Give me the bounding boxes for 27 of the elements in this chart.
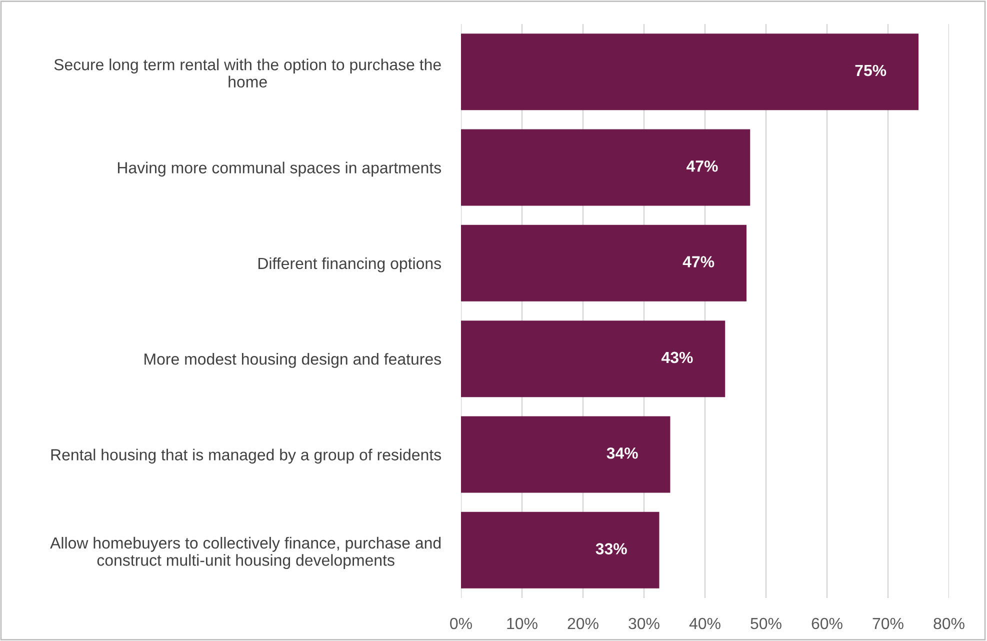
y-tick-label: Allow homebuyers to collectively finance, purchase and construct multi-unit housing developments: [50, 536, 441, 570]
x-tick-label: 40%: [689, 618, 720, 630]
x-tick-label: 80%: [934, 618, 964, 630]
y-tick-label: Different financing options: [258, 257, 441, 272]
x-tick-label: 60%: [812, 618, 842, 630]
data-label: 34%: [606, 447, 638, 459]
bar: [461, 320, 726, 398]
data-label: 33%: [596, 543, 627, 554]
y-tick-label: Secure long term rental with the option to purchase the home: [54, 58, 441, 88]
x-tick-label: 70%: [872, 618, 904, 630]
x-tick-label: 0%: [450, 618, 472, 630]
x-tick-label: 30%: [628, 618, 660, 630]
data-label: 47%: [686, 160, 718, 172]
bar: [461, 512, 660, 588]
x-tick-label: 20%: [568, 618, 598, 630]
data-label: 75%: [855, 64, 886, 76]
bar: [461, 129, 750, 206]
bar: [461, 416, 670, 493]
bar: [461, 224, 746, 302]
x-tick-label: 10%: [507, 618, 538, 630]
data-label: 47%: [682, 256, 714, 268]
bar: [461, 34, 918, 110]
data-label: 43%: [661, 352, 693, 364]
y-tick-label: More modest housing design and features: [144, 353, 442, 368]
x-tick-label: 50%: [750, 618, 782, 630]
y-tick-label: Having more communal spaces in apartments: [118, 162, 441, 177]
y-tick-label: Rental housing that is managed by a group of residents: [51, 448, 442, 464]
